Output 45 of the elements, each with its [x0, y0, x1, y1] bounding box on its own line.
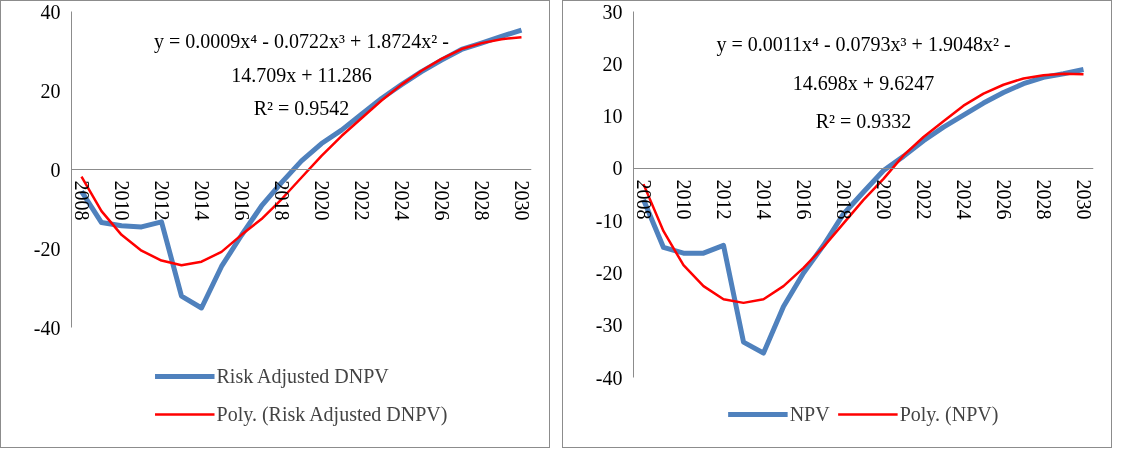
legend-label: Risk Adjusted DNPV: [216, 363, 389, 390]
y-tick-label: -20: [595, 262, 623, 285]
y-tick-label: 30: [602, 0, 623, 23]
y-tick-label: -10: [595, 209, 623, 232]
annotation: R² = 0.9332: [815, 110, 912, 133]
legend-label: Poly. (NPV): [899, 401, 999, 428]
x-tick-label: 2018: [270, 180, 293, 221]
annotation: y = 0.0009x⁴ - 0.0722x³ + 1.8724x² - 14.709x + 11.286: [154, 30, 449, 86]
x-tick-label: 2012: [712, 179, 735, 220]
x-tick-label: 2020: [310, 180, 333, 221]
y-tick-label: 0: [50, 158, 61, 181]
x-tick-label: 2016: [792, 179, 815, 220]
x-tick-label: 2010: [110, 180, 133, 221]
x-tick-label: 2026: [992, 179, 1015, 220]
x-tick-label: 2016: [230, 180, 253, 221]
y-tick-label: -40: [33, 316, 61, 339]
x-tick-label: 2014: [752, 179, 775, 220]
y-tick-label: 20: [602, 52, 623, 75]
legend-label: NPV: [789, 401, 830, 427]
x-tick-label: 2008: [70, 180, 93, 221]
annotation: R² = 0.9542: [253, 96, 350, 119]
x-tick-label: 2012: [150, 180, 173, 221]
x-tick-label: 2022: [350, 180, 373, 221]
y-tick-label: 40: [40, 0, 61, 23]
x-tick-label: 2024: [390, 180, 413, 221]
y-tick-label: 0: [612, 157, 623, 180]
x-tick-label: 2030: [1072, 179, 1095, 220]
y-tick-label: 10: [602, 105, 623, 128]
x-tick-label: 2020: [872, 179, 895, 220]
x-tick-label: 2010: [672, 179, 695, 220]
x-tick-label: 2026: [430, 180, 453, 221]
x-tick-label: 2028: [1032, 179, 1055, 220]
y-tick-label: 20: [40, 79, 61, 102]
annotation: y = 0.0011x⁴ - 0.0793x³ + 1.9048x² - 14.698x + 9.6247: [716, 33, 1011, 94]
x-tick-label: 2024: [952, 179, 975, 220]
y-tick-label: -30: [595, 314, 623, 337]
x-tick-label: 2014: [190, 180, 213, 221]
x-tick-label: 2008: [632, 179, 655, 220]
x-tick-label: 2018: [832, 179, 855, 220]
y-tick-label: -20: [33, 237, 61, 260]
legend-label: Poly. (Risk Adjusted DNPV): [216, 401, 448, 428]
y-tick-label: -40: [595, 366, 623, 389]
x-tick-label: 2022: [912, 179, 935, 220]
x-tick-label: 2030: [510, 180, 533, 221]
x-tick-label: 2028: [470, 180, 493, 221]
